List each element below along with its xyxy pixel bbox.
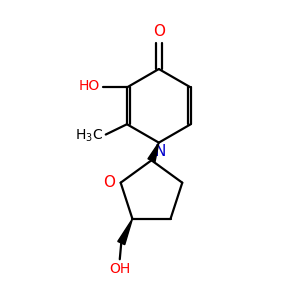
Polygon shape (148, 142, 159, 162)
Text: H$_3$C: H$_3$C (75, 128, 103, 144)
Text: OH: OH (109, 262, 130, 276)
Text: HO: HO (79, 79, 100, 93)
Polygon shape (118, 219, 132, 245)
Text: O: O (153, 24, 165, 39)
Text: N: N (154, 144, 166, 159)
Text: O: O (103, 175, 116, 190)
